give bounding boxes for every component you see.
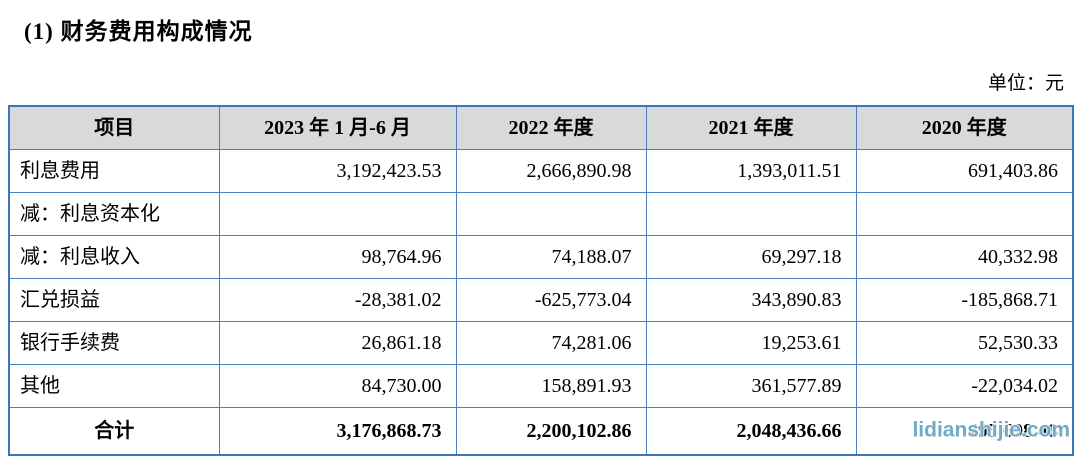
financial-expense-table: 项目 2023 年 1 月-6 月 2022 年度 2021 年度 2020 年… <box>8 105 1074 456</box>
header-2021: 2021 年度 <box>645 105 857 150</box>
cell-value: 158,891.93 <box>455 364 647 408</box>
cell-value: 361,577.89 <box>645 364 857 408</box>
cell-value: -22,034.02 <box>855 364 1074 408</box>
total-value: 2,200,102.86 <box>455 407 647 456</box>
cell-value: -28,381.02 <box>218 278 457 322</box>
row-label: 利息费用 <box>8 149 220 193</box>
row-label: 汇兑损益 <box>8 278 220 322</box>
cell-value: 98,764.96 <box>218 235 457 279</box>
cell-value: -625,773.04 <box>455 278 647 322</box>
section-title: (1) 财务费用构成情况 <box>24 19 253 44</box>
row-label: 减：利息收入 <box>8 235 220 279</box>
table-header-row: 项目 2023 年 1 月-6 月 2022 年度 2021 年度 2020 年… <box>8 105 1074 150</box>
row-label: 其他 <box>8 364 220 408</box>
unit-label: 单位：元 <box>987 73 1064 94</box>
table-row: 减：利息收入 98,764.96 74,188.07 69,297.18 40,… <box>8 235 1074 279</box>
header-2022: 2022 年度 <box>455 105 647 150</box>
total-value-text: 495,698.48 <box>968 420 1058 442</box>
table-row: 汇兑损益 -28,381.02 -625,773.04 343,890.83 -… <box>8 278 1074 322</box>
cell-value: 84,730.00 <box>218 364 457 408</box>
table-row: 银行手续费 26,861.18 74,281.06 19,253.61 52,5… <box>8 321 1074 365</box>
cell-value: 74,281.06 <box>455 321 647 365</box>
cell-value <box>645 192 857 236</box>
total-value: 2,048,436.66 <box>645 407 857 456</box>
total-value: 3,176,868.73 <box>218 407 457 456</box>
cell-value: 3,192,423.53 <box>218 149 457 193</box>
cell-value <box>218 192 457 236</box>
cell-value: 52,530.33 <box>855 321 1074 365</box>
cell-value: 74,188.07 <box>455 235 647 279</box>
total-value: 495,698.48 lidianshijie.com <box>855 407 1074 456</box>
cell-value: 40,332.98 <box>855 235 1074 279</box>
cell-value: 343,890.83 <box>645 278 857 322</box>
header-2020: 2020 年度 <box>855 105 1074 150</box>
table-row: 利息费用 3,192,423.53 2,666,890.98 1,393,011… <box>8 149 1074 193</box>
table-row: 减：利息资本化 <box>8 192 1074 236</box>
cell-value: 26,861.18 <box>218 321 457 365</box>
cell-value: 1,393,011.51 <box>645 149 857 193</box>
cell-value: 69,297.18 <box>645 235 857 279</box>
cell-value: 2,666,890.98 <box>455 149 647 193</box>
cell-value <box>855 192 1074 236</box>
row-label: 减：利息资本化 <box>8 192 220 236</box>
row-label: 银行手续费 <box>8 321 220 365</box>
table-total-row: 合计 3,176,868.73 2,200,102.86 2,048,436.6… <box>8 407 1074 456</box>
total-label: 合计 <box>8 407 220 456</box>
cell-value <box>455 192 647 236</box>
cell-value: 691,403.86 <box>855 149 1074 193</box>
cell-value: -185,868.71 <box>855 278 1074 322</box>
cell-value: 19,253.61 <box>645 321 857 365</box>
header-item: 项目 <box>8 105 220 150</box>
header-2023-h1: 2023 年 1 月-6 月 <box>218 105 457 150</box>
table-row: 其他 84,730.00 158,891.93 361,577.89 -22,0… <box>8 364 1074 408</box>
